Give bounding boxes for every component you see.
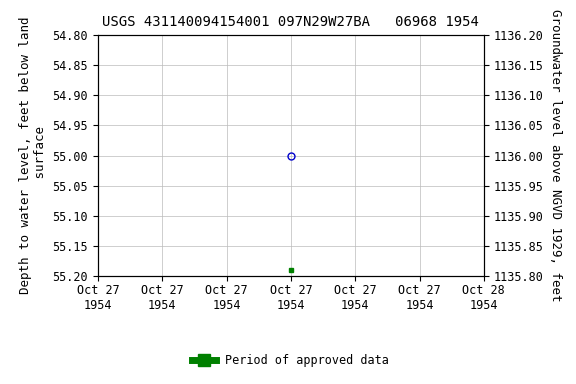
Legend: Period of approved data: Period of approved data <box>188 350 394 372</box>
Y-axis label: Groundwater level above NGVD 1929, feet: Groundwater level above NGVD 1929, feet <box>549 9 562 302</box>
Title: USGS 431140094154001 097N29W27BA   06968 1954: USGS 431140094154001 097N29W27BA 06968 1… <box>103 15 479 29</box>
Y-axis label: Depth to water level, feet below land
 surface: Depth to water level, feet below land su… <box>19 17 47 294</box>
